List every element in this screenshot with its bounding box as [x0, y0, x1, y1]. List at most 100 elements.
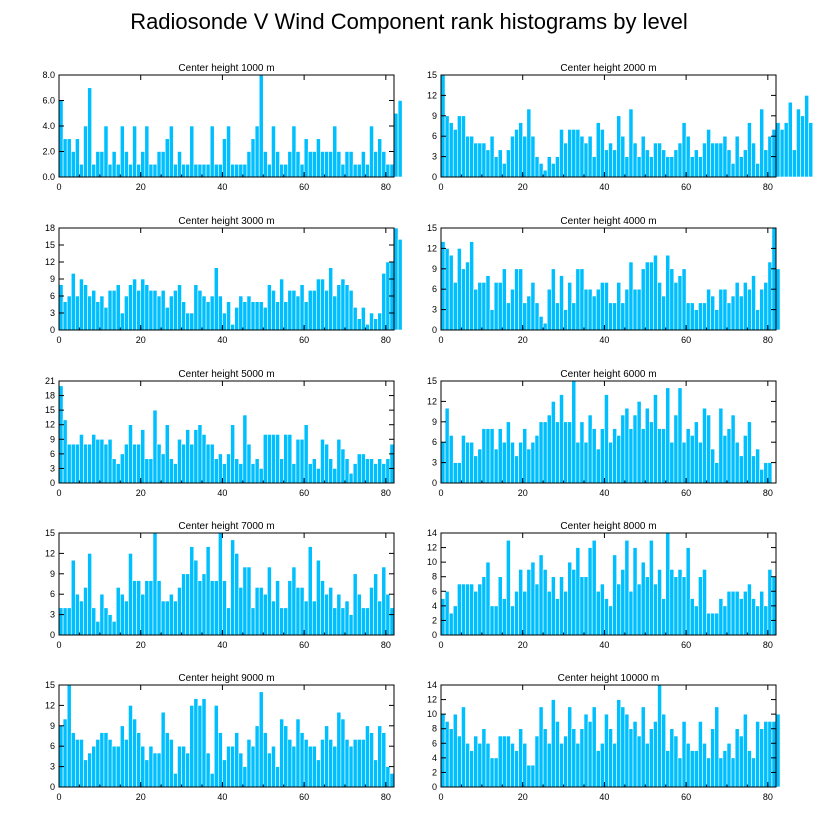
histogram-bar: [250, 138, 256, 178]
histogram-bar: [213, 705, 219, 788]
histogram-bar: [352, 573, 358, 636]
histogram-bar: [779, 129, 785, 178]
histogram-bar: [657, 142, 662, 178]
histogram-bar: [747, 421, 752, 484]
histogram-bar: [726, 149, 732, 178]
histogram-bar: [440, 713, 446, 788]
histogram-bar: [747, 122, 752, 178]
histogram-bar: [70, 151, 76, 178]
histogram-bar: [369, 125, 374, 178]
histogram-bar: [567, 282, 573, 331]
y-tick-label: 8: [432, 572, 437, 582]
histogram-bar: [563, 142, 568, 178]
histogram-bar: [693, 605, 699, 636]
histogram-bar: [169, 295, 174, 331]
histogram-bar: [698, 156, 703, 178]
histogram-bar: [291, 566, 297, 636]
histogram-bar: [193, 163, 199, 178]
histogram-bar: [473, 590, 479, 636]
histogram-bar: [70, 559, 76, 636]
y-tick-label: 12: [427, 543, 437, 553]
histogram-bar: [600, 428, 605, 484]
histogram-bar: [87, 87, 92, 178]
histogram-bar: [124, 443, 129, 484]
histogram-bar: [583, 441, 589, 484]
histogram-bar: [796, 108, 801, 178]
histogram-bar: [465, 261, 470, 331]
histogram-bar: [755, 721, 760, 788]
histogram-bar: [514, 268, 519, 331]
histogram-bar: [356, 593, 362, 636]
y-tick-label: 6: [50, 741, 55, 751]
histogram-bar: [140, 429, 146, 484]
histogram-bar: [144, 759, 150, 788]
histogram-bar: [583, 576, 589, 636]
histogram-bar: [575, 441, 581, 484]
histogram-bar: [169, 125, 174, 178]
histogram-bar: [759, 590, 765, 636]
histogram-bar: [361, 453, 366, 484]
histogram-bar: [563, 421, 568, 484]
histogram-bar: [156, 580, 162, 636]
histogram-bar: [377, 458, 383, 484]
histogram-bar: [693, 421, 699, 484]
histogram-bar: [644, 261, 650, 331]
histogram-bar: [87, 752, 92, 788]
histogram-bar: [714, 309, 720, 331]
histogram-bar: [612, 302, 617, 331]
y-tick-label: 15: [45, 405, 55, 415]
histogram-bar: [743, 435, 748, 484]
histogram-bar: [632, 142, 638, 178]
y-tick-label: 6: [50, 449, 55, 459]
histogram-bar: [246, 739, 252, 788]
histogram-bar: [332, 745, 338, 788]
histogram-bar: [538, 706, 544, 788]
histogram-bar: [348, 151, 354, 178]
histogram-bar: [238, 752, 244, 788]
y-tick-label: 0: [432, 630, 437, 640]
histogram-bar: [792, 149, 797, 178]
histogram-bar: [448, 254, 454, 331]
histogram-bar: [328, 587, 334, 636]
histogram-bar: [726, 428, 732, 484]
histogram-bar: [242, 163, 248, 178]
histogram-bar: [283, 163, 289, 178]
histogram-bar: [234, 732, 240, 788]
x-tick-label: 80: [381, 488, 391, 498]
histogram-bar: [689, 750, 695, 788]
histogram-bar: [587, 135, 593, 178]
histogram-bar: [205, 546, 211, 636]
histogram-bar: [600, 129, 605, 178]
histogram-bar: [160, 151, 166, 178]
histogram-bar: [267, 284, 272, 331]
histogram-bar: [234, 307, 240, 331]
x-tick-label: 60: [299, 182, 309, 192]
histogram-bar: [542, 569, 548, 636]
panel-title: Center height 6000 m: [560, 369, 656, 380]
histogram-bar: [136, 163, 142, 178]
y-tick-label: 6: [432, 131, 437, 141]
histogram-bar: [99, 732, 105, 788]
histogram-bar: [185, 752, 191, 788]
histogram-bar: [559, 742, 564, 788]
histogram-bar: [246, 151, 252, 178]
histogram-bar: [669, 728, 675, 788]
histogram-bar: [526, 569, 532, 636]
histogram-bar: [160, 453, 166, 484]
histogram-bar: [193, 559, 199, 636]
histogram-bar: [250, 301, 256, 331]
histogram-bar: [771, 227, 777, 331]
histogram-bar: [649, 539, 654, 636]
x-tick-label: 40: [599, 488, 609, 498]
histogram-bar: [344, 284, 350, 331]
histogram-bar: [365, 607, 370, 636]
histogram-bar: [710, 728, 716, 788]
y-tick-label: 0: [50, 782, 55, 792]
histogram-bar: [444, 721, 450, 788]
histogram-bar: [751, 455, 756, 484]
y-tick-label: 12: [427, 396, 437, 406]
histogram-bar: [702, 569, 707, 636]
histogram-bar: [344, 600, 350, 636]
histogram-bar: [763, 721, 769, 788]
histogram-bar: [444, 115, 450, 178]
